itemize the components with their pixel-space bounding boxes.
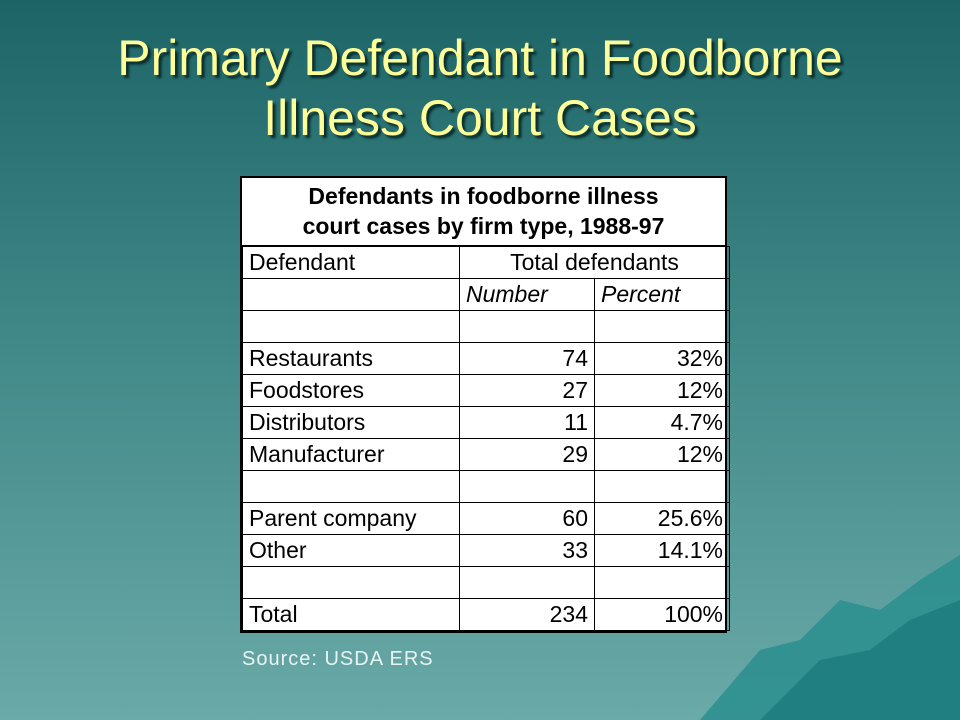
- data-table: Defendants in foodborne illness court ca…: [240, 176, 731, 633]
- caption-line: court cases by firm type, 1988-97: [302, 213, 665, 239]
- defendant-cell: Foodstores: [242, 374, 460, 407]
- header-cell: Percent: [593, 278, 731, 311]
- source-note: Source: USDA ERS: [242, 648, 434, 670]
- blank-cell: [242, 566, 460, 599]
- blank-row: [242, 470, 731, 503]
- number-cell: 234: [459, 598, 595, 631]
- defendant-cell: Restaurants: [242, 342, 460, 375]
- data-row: Distributors 11 4.7%: [242, 406, 731, 439]
- percent-cell: 14.1%: [593, 534, 731, 567]
- data-row: Parent company 60 25.6%: [242, 502, 731, 535]
- defendant-cell: Manufacturer: [242, 438, 460, 471]
- title-line: Primary Defendant in Foodborne: [117, 30, 843, 86]
- header-cell: Number: [459, 278, 595, 311]
- caption-line: Defendants in foodborne illness: [308, 183, 659, 209]
- blank-cell: [242, 470, 460, 503]
- blank-cell: [459, 470, 595, 503]
- percent-cell: 4.7%: [593, 406, 731, 439]
- number-cell: 29: [459, 438, 595, 471]
- table-grid: Defendant Total defendants Number Percen…: [242, 246, 731, 631]
- defendant-cell: Other: [242, 534, 460, 567]
- blank-cell: [593, 310, 731, 343]
- data-row: Manufacturer 29 12%: [242, 438, 731, 471]
- defendant-cell: Parent company: [242, 502, 460, 535]
- mountain: [760, 600, 960, 720]
- data-row: Total 234 100%: [242, 598, 731, 631]
- percent-cell: 25.6%: [593, 502, 731, 535]
- blank-cell: [593, 566, 731, 599]
- number-cell: 27: [459, 374, 595, 407]
- blank-cell: [459, 566, 595, 599]
- blank-cell: [242, 278, 460, 311]
- percent-cell: 12%: [593, 374, 731, 407]
- data-row: Foodstores 27 12%: [242, 374, 731, 407]
- defendant-cell: Distributors: [242, 406, 460, 439]
- title: Primary Defendant in Foodborne Illness C…: [0, 28, 960, 148]
- percent-cell: 32%: [593, 342, 731, 375]
- data-row: Restaurants 74 32%: [242, 342, 731, 375]
- blank-cell: [242, 310, 460, 343]
- number-cell: 74: [459, 342, 595, 375]
- table-body: Defendant Total defendants Number Percen…: [242, 246, 731, 631]
- percent-cell: 100%: [593, 598, 731, 631]
- data-row: Other 33 14.1%: [242, 534, 731, 567]
- header-cell: Total defendants: [458, 246, 731, 279]
- header-cell: Defendant: [242, 246, 460, 279]
- title-line: Illness Court Cases: [263, 90, 697, 146]
- number-cell: 60: [459, 502, 595, 535]
- subheader-row: Number Percent: [242, 278, 731, 311]
- table-caption: Defendants in foodborne illness court ca…: [242, 178, 725, 246]
- number-cell: 11: [459, 406, 595, 439]
- blank-cell: [593, 470, 731, 503]
- defendant-cell: Total: [242, 598, 460, 631]
- blank-cell: [459, 310, 595, 343]
- percent-cell: 12%: [593, 438, 731, 471]
- blank-row: [242, 566, 731, 599]
- number-cell: 33: [459, 534, 595, 567]
- header-row: Defendant Total defendants: [242, 246, 731, 279]
- blank-row: [242, 310, 731, 343]
